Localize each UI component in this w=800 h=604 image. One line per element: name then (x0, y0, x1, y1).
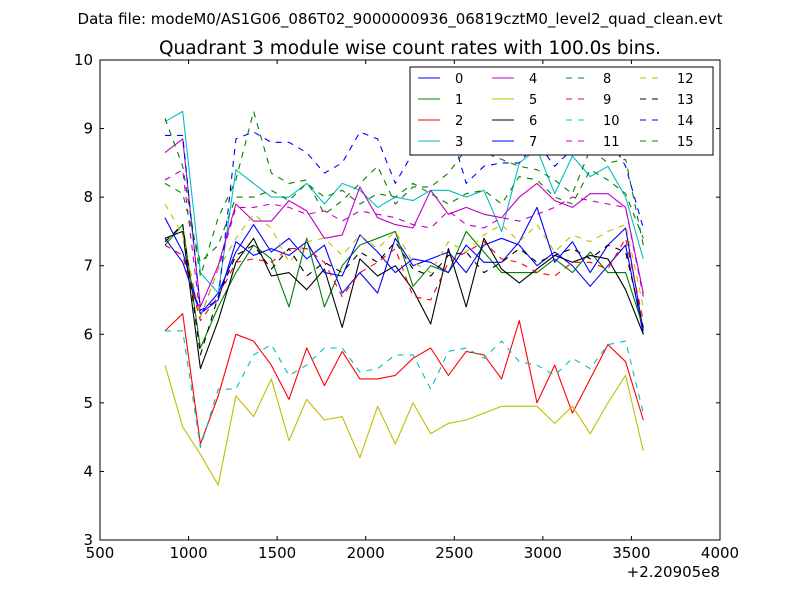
legend-label-6: 6 (529, 114, 537, 129)
x-tick-label: 3500 (612, 544, 650, 562)
series-line-10 (165, 330, 644, 448)
legend-label-3: 3 (455, 135, 463, 150)
legend-label-8: 8 (603, 72, 611, 87)
series-line-5 (164, 364, 644, 486)
x-tick-label: 3000 (524, 544, 562, 562)
y-tick-label: 10 (74, 51, 93, 69)
legend-label-1: 1 (455, 93, 463, 108)
series-line-15 (164, 169, 644, 263)
axes-frame (99, 59, 721, 541)
x-tick-label: 2000 (347, 544, 385, 562)
legend-label-15: 15 (677, 135, 694, 150)
legend-label-13: 13 (677, 93, 694, 108)
x-tick-label: 1000 (169, 544, 207, 562)
legend-label-11: 11 (603, 135, 620, 150)
series-line-7 (164, 206, 644, 331)
y-tick-label: 8 (83, 188, 93, 206)
y-tick-label: 3 (83, 531, 93, 549)
x-tick-label: 1500 (258, 544, 296, 562)
series-line-2 (164, 313, 644, 445)
x-tick-label: 2500 (435, 544, 473, 562)
legend-label-0: 0 (455, 72, 463, 87)
legend-label-7: 7 (529, 135, 537, 150)
data-file-suptitle: Data file: modeM0/AS1G06_086T02_90000009… (78, 10, 723, 29)
legend-label-2: 2 (455, 114, 463, 129)
series-line-8 (164, 110, 644, 277)
series-layer (164, 110, 644, 486)
series-line-12 (164, 203, 644, 318)
legend-label-12: 12 (677, 72, 694, 87)
chart-title: Quadrant 3 module wise count rates with … (159, 38, 661, 59)
legend-label-10: 10 (603, 114, 620, 129)
y-tick-label: 9 (83, 120, 93, 138)
series-line-13 (164, 224, 644, 356)
x-tick-label: 500 (86, 544, 115, 562)
x-tick-label: 4000 (701, 544, 739, 562)
legend-label-5: 5 (529, 93, 537, 108)
series-line-3 (164, 110, 644, 294)
y-tick-label: 6 (83, 325, 93, 343)
x-offset-label: +2.20905e8 (627, 563, 720, 581)
series-line-11 (164, 169, 644, 318)
y-tick-label: 5 (83, 394, 93, 412)
legend-label-4: 4 (529, 72, 537, 87)
series-line-4 (164, 138, 644, 308)
legend-label-14: 14 (677, 114, 694, 129)
series-line-1 (164, 224, 644, 349)
legend-label-9: 9 (603, 93, 611, 108)
series-line-14 (165, 117, 644, 311)
y-tick-label: 4 (83, 462, 93, 480)
y-tick-label: 7 (83, 257, 93, 275)
series-line-6 (164, 230, 644, 370)
legend-box (409, 66, 714, 156)
